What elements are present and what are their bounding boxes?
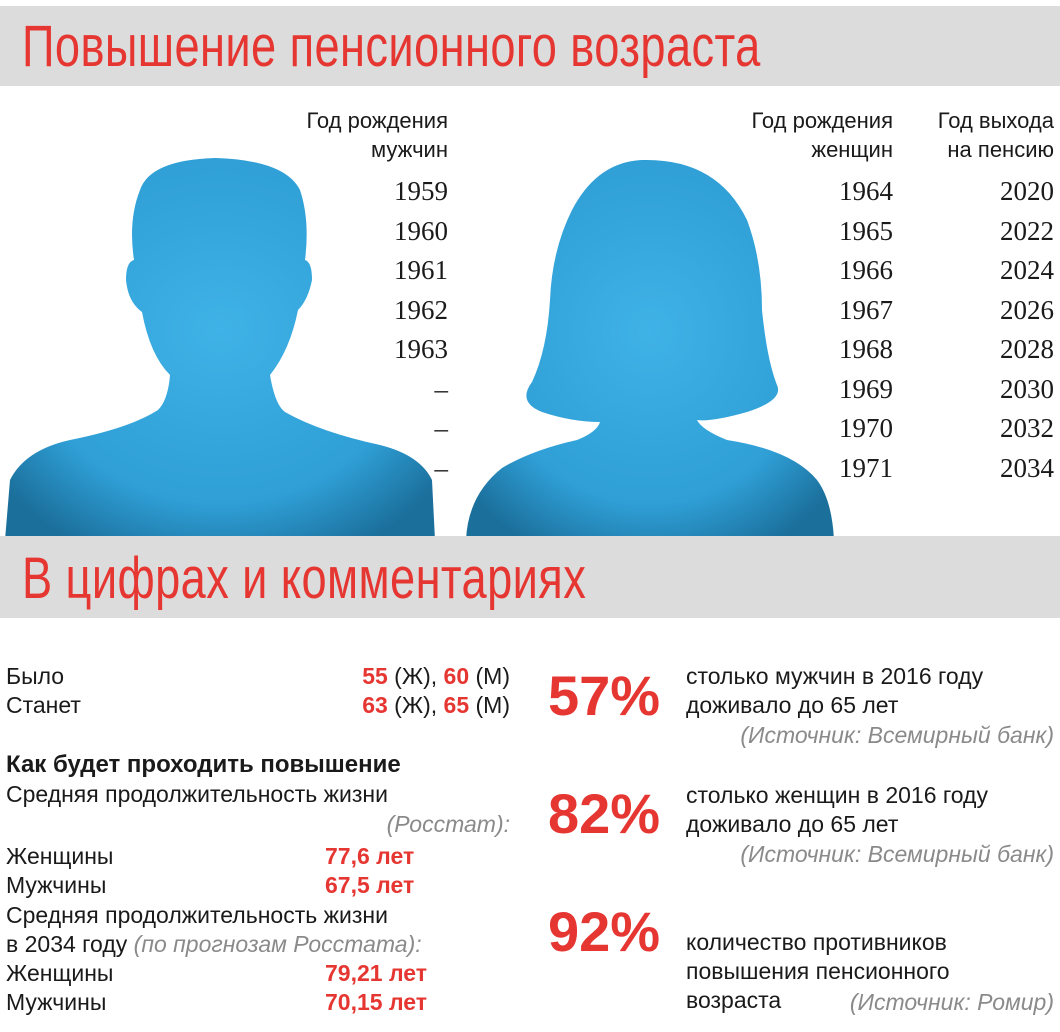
women-birth-year-header: Год рождения женщин: [751, 108, 893, 162]
women-birth-year: 1967: [839, 294, 893, 325]
fact-text-line: доживало до 65 лет: [686, 811, 899, 837]
page-title: Повышение пенсионного возраста: [22, 14, 761, 79]
was-label: Было: [6, 663, 65, 689]
fact-percent: 57%: [548, 664, 661, 727]
retirement-year: 2028: [1000, 334, 1054, 364]
men-birth-year: 1959: [394, 176, 448, 206]
retirement-year-header: Год выхода на пенсию: [937, 108, 1054, 162]
title-band-bottom: В цифрах и комментариях: [0, 536, 1060, 618]
section-title: В цифрах и комментариях: [22, 546, 587, 611]
life-expectancy-label: Средняя продолжительность жизни: [6, 781, 388, 807]
fact-source: (Источник: Всемирный банк): [740, 841, 1054, 867]
was-value: 55 (Ж), 60 (М): [362, 663, 510, 689]
retirement-year: 2020: [1000, 176, 1054, 206]
women-birth-year: 1971: [839, 452, 893, 483]
men-birth-year: –: [434, 373, 449, 404]
life-expectancy-source: (Росстат):: [386, 811, 510, 837]
women-birth-year: 1965: [839, 215, 893, 246]
men-life-value: 67,5 лет: [325, 872, 415, 898]
fact-text-line: столько женщин в 2016 году: [686, 782, 988, 808]
will-label: Станет: [6, 692, 81, 718]
men-birth-year: –: [434, 413, 449, 443]
fact-source: (Источник: Всемирный банк): [740, 722, 1054, 748]
men-birth-year: 1963: [394, 334, 448, 364]
fact-source: (Источник: Ромир): [849, 989, 1054, 1015]
will-value: 63 (Ж), 65 (М): [362, 692, 510, 718]
retirement-year: 2024: [1000, 255, 1054, 285]
fact-text-line: количество противников: [686, 929, 947, 955]
women-birth-year: 1969: [839, 373, 893, 404]
fact-text-line: возраста: [686, 987, 782, 1013]
fact-text-line: доживало до 65 лет: [686, 692, 899, 718]
women-life-value: 77,6 лет: [325, 843, 415, 869]
fact-percent: 82%: [548, 782, 661, 845]
retirement-year: 2030: [1000, 373, 1054, 404]
retirement-year: 2026: [1000, 294, 1054, 325]
female-silhouette-icon: [466, 159, 834, 540]
women-birth-year: 1968: [839, 334, 893, 364]
fact-percent: 92%: [548, 900, 661, 963]
men-birth-year: 1962: [394, 294, 448, 325]
life-2034-label-2: в 2034 году (по прогнозам Росстата):: [6, 931, 422, 957]
life-2034-label-1: Средняя продолжительность жизни: [6, 902, 388, 928]
women-birth-year: 1966: [839, 255, 893, 285]
retirement-year: 2022: [1000, 215, 1054, 246]
title-band-top: Повышение пенсионного возраста: [0, 6, 1060, 86]
men-2034-label: Мужчины: [6, 989, 107, 1015]
men-life-label: Мужчины: [6, 872, 107, 898]
women-2034-label: Женщины: [6, 960, 114, 986]
retirement-year: 2034: [1000, 452, 1054, 483]
retirement-year: 2032: [1000, 413, 1054, 443]
women-birth-year: 1964: [839, 176, 893, 206]
men-2034-value: 70,15 лет: [325, 989, 428, 1015]
women-life-label: Женщины: [6, 843, 114, 869]
men-birth-year: 1961: [394, 255, 448, 285]
how-heading: Как будет проходить повышение: [6, 751, 401, 778]
women-2034-value: 79,21 лет: [325, 960, 428, 986]
women-birth-year: 1970: [839, 413, 893, 443]
men-birth-year-header: Год рождения мужчин: [306, 108, 448, 162]
fact-text-line: повышения пенсионного: [686, 958, 950, 984]
male-silhouette-icon: [5, 158, 435, 540]
men-birth-year: 1960: [394, 215, 448, 246]
men-birth-year: –: [434, 452, 449, 483]
fact-text-line: столько мужчин в 2016 году: [686, 663, 984, 689]
